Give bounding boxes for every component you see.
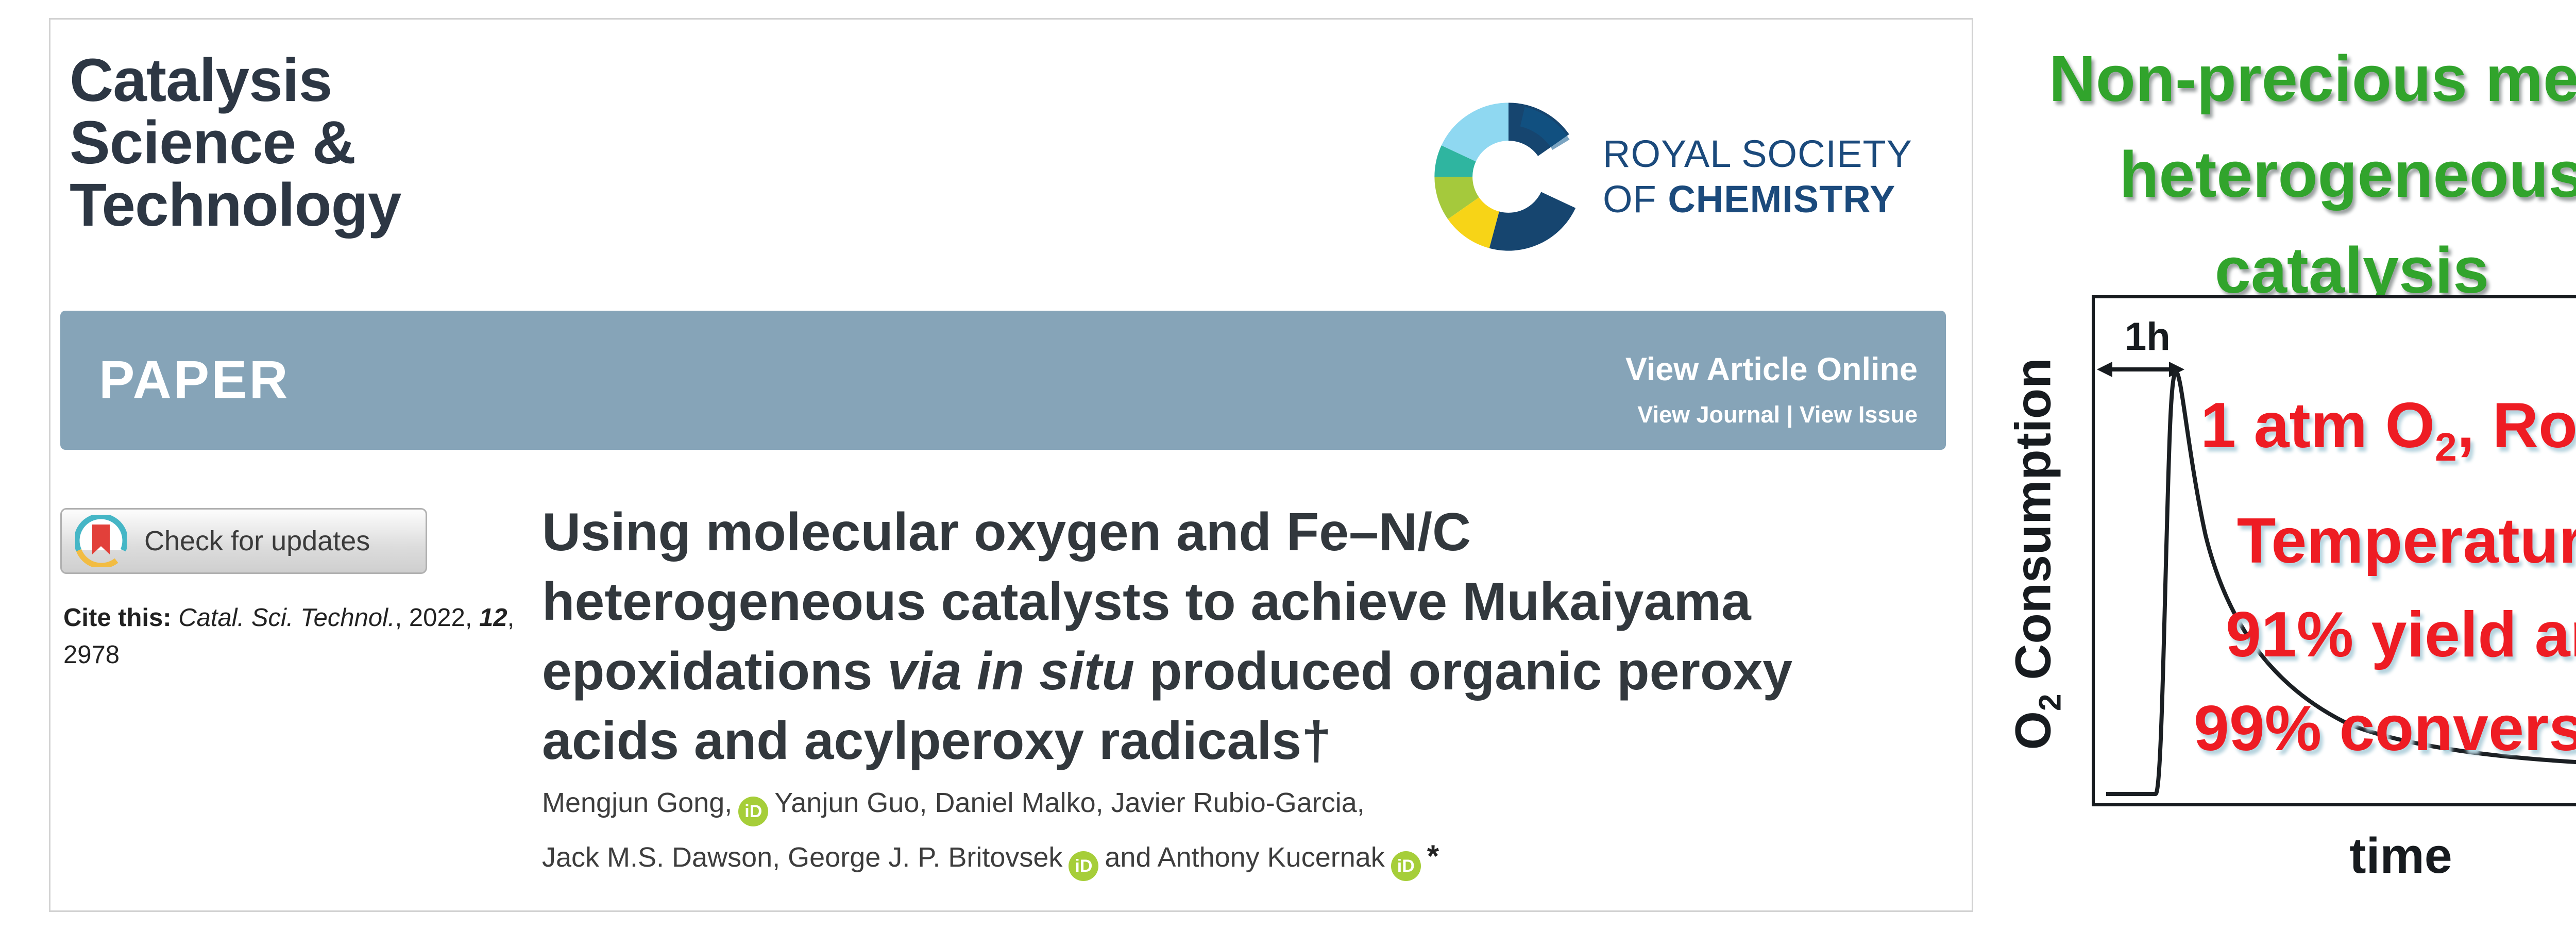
author-list: Mengjun Gong, iD Yanjun Guo, Daniel Malko,… bbox=[542, 776, 1439, 884]
citation: Cite this: Catal. Sci. Technol., 2022, 1… bbox=[63, 599, 558, 673]
headline-line2: heterogeneous bbox=[2119, 138, 2576, 211]
y-axis-sub: 2 bbox=[2032, 694, 2067, 711]
chart-y-axis-label: O2 Consumption bbox=[2004, 358, 2067, 750]
o2-consumption-chart: 1h bbox=[2092, 295, 2576, 806]
chart-x-axis-label: time bbox=[2349, 827, 2452, 884]
headline-line1: Non-precious metal bbox=[2048, 42, 2576, 115]
crossmark-icon bbox=[75, 515, 127, 567]
rsc-logo-text: ROYAL SOCIETY OF CHEMISTRY bbox=[1603, 131, 1912, 222]
conditions-line4: 99% conversion bbox=[2193, 692, 2576, 764]
citation-volume: 12 bbox=[479, 604, 507, 632]
article-title-line1: Using molecular oxygen and Fe–N/C bbox=[542, 502, 1471, 562]
rsc-name-line1: ROYAL SOCIETY bbox=[1603, 132, 1913, 175]
article-title-line3: epoxidations via in situ produced organi… bbox=[542, 637, 1792, 706]
one-hour-label: 1h bbox=[2125, 315, 2171, 359]
paper-type-label: PAPER bbox=[99, 350, 290, 410]
y-axis-rest: Consumption bbox=[2005, 358, 2061, 694]
abstract-headline: Non-precious metal heterogeneous catalys… bbox=[2020, 31, 2576, 318]
chart-plot-area: 1h bbox=[2097, 315, 2576, 796]
rsc-logo-icon bbox=[1434, 103, 1576, 251]
title-line3-italic: via in situ bbox=[887, 641, 1134, 701]
view-journal-link[interactable]: View Journal bbox=[1637, 401, 1781, 428]
author-group1: Mengjun Gong, bbox=[542, 787, 733, 818]
rsc-logo: ROYAL SOCIETY OF CHEMISTRY bbox=[1423, 92, 1912, 262]
orcid-icon[interactable]: iD bbox=[1391, 851, 1421, 881]
view-issue-link[interactable]: View Issue bbox=[1799, 401, 1918, 428]
y-axis-o: O bbox=[2005, 711, 2061, 750]
author-group4: and Anthony Kucernak bbox=[1105, 842, 1385, 873]
citation-prefix: Cite this: bbox=[63, 604, 179, 632]
article-title-line2: heterogeneous catalysts to achieve Mukai… bbox=[542, 572, 1751, 632]
view-links-row: View Journal | View Issue bbox=[1625, 401, 1918, 428]
article-header-card: Catalysis Science & Technology ROYAL SOC… bbox=[49, 18, 1973, 912]
paper-type-banner: PAPER View Article Online View Journal |… bbox=[60, 311, 1946, 450]
link-separator: | bbox=[1780, 401, 1800, 428]
cond-l1-main: 1 atm O bbox=[2200, 390, 2435, 461]
journal-title-line2: Science & bbox=[70, 109, 356, 177]
view-article-online-link[interactable]: View Article Online bbox=[1625, 351, 1918, 387]
title-line3-pre: epoxidations bbox=[542, 641, 888, 701]
orcid-icon[interactable]: iD bbox=[738, 797, 769, 826]
conditions-line1: 1 atm O2, Room bbox=[2159, 379, 2576, 494]
banner-links: View Article Online View Journal | View … bbox=[1625, 351, 1918, 428]
o2-consumption-curve bbox=[2106, 369, 2576, 796]
one-hour-span-arrow bbox=[2097, 362, 2184, 377]
article-title: Using molecular oxygen and Fe–N/C hetero… bbox=[542, 498, 1792, 776]
graphical-abstract: Non-precious metal heterogeneous catalys… bbox=[1973, 0, 2576, 930]
author-group3: Jack M.S. Dawson, George J. P. Britovsek bbox=[542, 842, 1063, 873]
journal-title: Catalysis Science & Technology bbox=[70, 49, 401, 236]
journal-title-line1: Catalysis bbox=[70, 46, 332, 114]
orcid-icon[interactable]: iD bbox=[1069, 851, 1099, 881]
conditions-line2: Temperature, bbox=[2236, 505, 2576, 577]
corresponding-author-marker: * bbox=[1427, 839, 1439, 873]
conditions-line3: 91% yield and bbox=[2225, 599, 2576, 670]
check-for-updates-label: Check for updates bbox=[144, 526, 370, 556]
title-line3-post: produced organic peroxy bbox=[1134, 641, 1793, 701]
rsc-name-line2: OF CHEMISTRY bbox=[1603, 177, 1912, 222]
journal-title-line3: Technology bbox=[70, 171, 401, 239]
rsc-of: OF bbox=[1603, 178, 1668, 221]
reaction-conditions-text: 1 atm O2, Room Temperature, 91% yield an… bbox=[2159, 379, 2576, 775]
article-title-line4: acids and acylperoxy radicals† bbox=[542, 711, 1331, 771]
headline-line3: catalysis bbox=[2214, 234, 2489, 307]
author-line2: Jack M.S. Dawson, George J. P. Britovsek… bbox=[542, 830, 1439, 884]
cond-l1-sub: 2 bbox=[2434, 425, 2457, 469]
citation-year: , 2022, bbox=[395, 604, 472, 632]
author-group2: Yanjun Guo, Daniel Malko, Javier Rubio-G… bbox=[774, 787, 1365, 818]
author-line1: Mengjun Gong, iD Yanjun Guo, Daniel Malko,… bbox=[542, 776, 1439, 830]
rsc-chemistry: CHEMISTRY bbox=[1668, 178, 1896, 221]
cond-l1-rest: , Room bbox=[2456, 390, 2576, 461]
citation-pages: , 2978 bbox=[63, 604, 515, 669]
check-for-updates-button[interactable]: Check for updates bbox=[60, 508, 427, 574]
citation-journal: Catal. Sci. Technol. bbox=[178, 604, 395, 632]
